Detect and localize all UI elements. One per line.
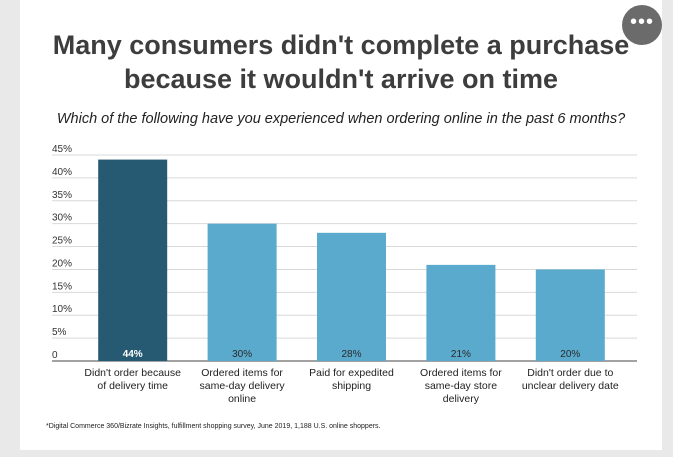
category-label: Ordered items for (201, 367, 283, 379)
category-label: delivery (443, 393, 480, 405)
more-horizontal-icon: ••• (629, 11, 654, 33)
bar (207, 223, 277, 361)
y-tick-label: 40% (52, 167, 72, 178)
bar (426, 264, 496, 361)
category-label: unclear delivery date (522, 380, 619, 392)
chart-title-line-1: Many consumers didn't complete a purchas… (52, 30, 630, 60)
category-label: online (228, 393, 256, 405)
bar-data-label: 20% (560, 349, 580, 360)
y-tick-label: 15% (52, 281, 72, 292)
category-label: same-day delivery (199, 380, 285, 392)
y-tick-label: 5% (52, 327, 67, 338)
bar-data-label: 28% (341, 349, 361, 360)
bar (535, 269, 605, 361)
y-tick-label: 30% (52, 213, 72, 224)
footnote: *Digital Commerce 360/Bizrate Insights, … (46, 423, 381, 430)
more-options-button[interactable]: ••• (622, 5, 662, 45)
bar (98, 159, 168, 361)
y-tick-label: 0 (52, 350, 58, 361)
y-tick-label: 20% (52, 258, 72, 269)
category-label: same-day store (425, 380, 498, 392)
category-label: Ordered items for (420, 367, 502, 379)
y-tick-label: 45% (52, 144, 72, 155)
chart-title-line-2: because it wouldn't arrive on time (123, 64, 559, 94)
category-label: Didn't order due to (527, 367, 613, 379)
category-label: shipping (332, 380, 371, 392)
bar-data-label: 30% (232, 349, 252, 360)
category-label: of delivery time (97, 380, 168, 392)
chart-title: Many consumers didn't complete a purchas… (20, 28, 662, 96)
chart-subtitle: Which of the following have you experien… (56, 111, 626, 127)
bar-data-label: 44% (123, 349, 143, 360)
y-tick-label: 35% (52, 190, 72, 201)
y-tick-label: 10% (52, 304, 72, 315)
bar-data-label: 21% (451, 349, 471, 360)
bar (317, 232, 386, 361)
category-label: Paid for expedited (309, 367, 394, 379)
category-label: Didn't order because (84, 367, 181, 379)
y-tick-label: 25% (52, 236, 72, 247)
